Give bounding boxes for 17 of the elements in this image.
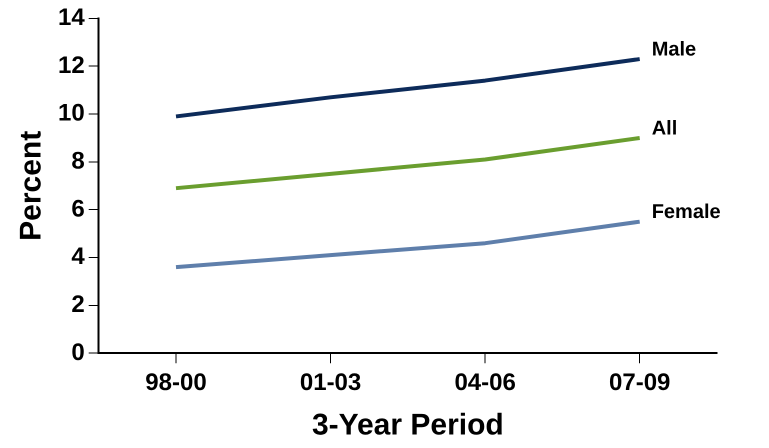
y-tick-label: 0 — [71, 338, 85, 366]
x-tick-label: 98-00 — [145, 369, 207, 396]
series-label: All — [652, 117, 678, 140]
series-label: Male — [652, 38, 696, 61]
x-tick-label: 04-06 — [454, 369, 516, 396]
series-label: Female — [652, 201, 721, 224]
y-axis-title: Percent — [14, 130, 48, 241]
x-tick-label: 07-09 — [609, 369, 670, 396]
x-axis-title: 3-Year Period — [312, 408, 504, 442]
y-tick-label: 12 — [58, 52, 85, 79]
y-tick-label: 4 — [71, 243, 86, 270]
y-tick-label: 8 — [71, 148, 85, 175]
y-tick-label: 2 — [71, 290, 85, 318]
x-tick-label: 01-03 — [300, 369, 362, 396]
y-tick-label: 10 — [58, 100, 85, 127]
y-tick-label: 6 — [71, 195, 85, 222]
y-tick-label: 14 — [58, 4, 86, 32]
